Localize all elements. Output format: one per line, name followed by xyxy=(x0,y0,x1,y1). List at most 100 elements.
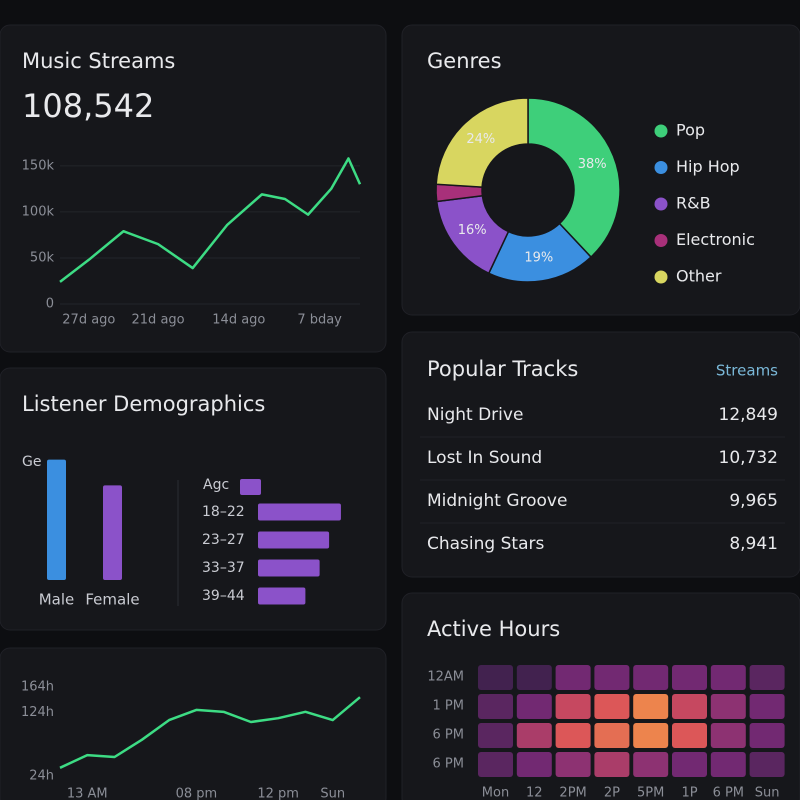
legend-label: Electronic xyxy=(676,230,755,249)
column-label: 6 PM xyxy=(713,786,744,800)
y-tick-label: 124h xyxy=(21,705,54,720)
legend-swatch xyxy=(654,161,668,174)
row-label: 6 PM xyxy=(433,728,464,743)
cell xyxy=(672,665,707,690)
column-label: 2PM xyxy=(559,786,586,800)
y-tick-label: 164h xyxy=(21,680,54,695)
total: 108,542 xyxy=(22,87,154,125)
cell xyxy=(749,752,785,777)
cell xyxy=(749,694,785,719)
legend-label: R&B xyxy=(676,194,711,213)
cell xyxy=(516,694,552,719)
y-tick-label: 150k xyxy=(22,158,55,173)
cell xyxy=(594,694,630,719)
cell xyxy=(555,694,591,719)
x-tick-label: Male xyxy=(39,591,75,609)
bar xyxy=(258,503,341,521)
legend-label: Hip Hop xyxy=(676,157,740,176)
cell xyxy=(555,665,591,690)
y-tick-label: 100k xyxy=(22,204,55,219)
cell xyxy=(672,694,707,719)
cell xyxy=(633,723,669,748)
x-tick-label: 12 pm xyxy=(257,787,299,800)
column-label: 12 xyxy=(526,786,543,800)
cell xyxy=(710,665,746,690)
cell xyxy=(516,723,552,748)
data-label: 38% xyxy=(578,157,607,172)
x-tick-label: 14d ago xyxy=(212,313,265,328)
cell xyxy=(633,752,669,777)
track-streams: 12,849 xyxy=(719,405,778,425)
column-label: Mon xyxy=(482,786,509,800)
column-label: 1P xyxy=(681,786,697,800)
x-tick-label: 21d ago xyxy=(132,313,185,328)
bar xyxy=(258,559,320,577)
legend-label: Pop xyxy=(676,121,705,140)
x-tick-label: 08 pm xyxy=(176,787,218,800)
cell xyxy=(555,723,591,748)
line xyxy=(59,696,361,769)
y-tick-label: 39–44 xyxy=(202,588,245,604)
row-label: 1 PM xyxy=(433,699,464,714)
bar xyxy=(258,531,330,549)
y-tick-label: 33–37 xyxy=(202,560,245,576)
y-tick-label: 24h xyxy=(29,769,54,784)
x-tick-label: Sun xyxy=(320,787,345,800)
legend-swatch xyxy=(654,197,668,211)
track-name: Night Drive xyxy=(427,405,523,425)
cell xyxy=(594,723,630,748)
cell xyxy=(672,723,707,748)
legend-swatch xyxy=(654,270,668,284)
cell xyxy=(710,752,746,777)
bar xyxy=(103,485,122,580)
x-tick-label: 13 AM xyxy=(67,787,108,800)
track-name: Midnight Groove xyxy=(427,491,567,511)
x-tick-label: 7 bday xyxy=(297,313,342,328)
track-streams: 9,965 xyxy=(729,491,778,511)
swatch xyxy=(240,479,261,495)
panel-title: Listener Demographics xyxy=(22,392,265,416)
track-streams: 8,941 xyxy=(729,534,778,554)
panel xyxy=(401,331,800,578)
y-tick-label: 0 xyxy=(46,297,54,312)
cell xyxy=(516,752,552,777)
column-label: 5PM xyxy=(637,786,664,800)
panel xyxy=(0,24,387,353)
slice xyxy=(527,97,621,259)
line xyxy=(59,157,362,283)
group-label: Agc xyxy=(203,477,229,493)
legend-label: Other xyxy=(676,267,722,286)
slice xyxy=(435,97,529,188)
panel xyxy=(0,647,387,800)
cell xyxy=(710,723,746,748)
panel-title: Active Hours xyxy=(427,617,560,641)
cell xyxy=(594,665,630,690)
cell xyxy=(672,752,707,777)
y-tick-label: 23–27 xyxy=(202,532,245,548)
y-tick-label: 18–22 xyxy=(202,504,245,520)
cell xyxy=(478,665,513,690)
bar xyxy=(258,587,306,605)
data-label: 16% xyxy=(458,223,487,238)
legend-swatch xyxy=(654,124,668,138)
track-name: Chasing Stars xyxy=(427,534,544,554)
panel-title: Genres xyxy=(427,49,502,73)
column-header: Streams xyxy=(716,362,778,380)
cell xyxy=(749,723,785,748)
data-label: 19% xyxy=(524,251,553,266)
panel-title: Popular Tracks xyxy=(427,357,578,381)
cell xyxy=(478,752,513,777)
cell xyxy=(633,665,669,690)
legend-swatch xyxy=(654,234,668,247)
panel-title: Music Streams xyxy=(22,49,175,73)
track-streams: 10,732 xyxy=(719,448,778,468)
x-tick-label: 27d ago xyxy=(62,313,115,328)
cell xyxy=(633,694,669,719)
cell xyxy=(710,694,746,719)
x-tick-label: Female xyxy=(85,591,139,609)
bar xyxy=(47,459,66,580)
y-tick-label: 50k xyxy=(30,250,55,265)
row-label: 12AM xyxy=(427,670,464,685)
cell xyxy=(516,665,552,690)
